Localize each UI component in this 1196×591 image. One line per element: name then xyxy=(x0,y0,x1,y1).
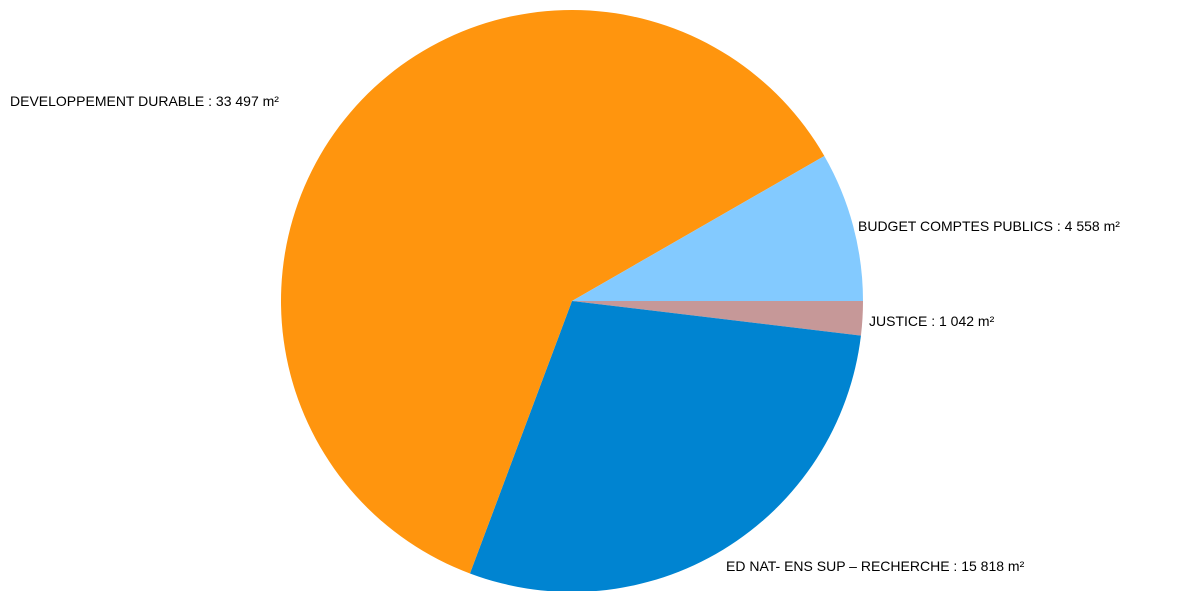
label-budget-comptes-publics: BUDGET COMPTES PUBLICS : 4 558 m² xyxy=(858,218,1120,234)
label-ed-nat: ED NAT- ENS SUP – RECHERCHE : 15 818 m² xyxy=(726,558,1025,574)
slice-developpement-durable xyxy=(280,10,825,574)
label-justice: JUSTICE : 1 042 m² xyxy=(869,313,995,329)
pie-slices xyxy=(280,10,864,591)
label-developpement-durable: DEVELOPPEMENT DURABLE : 33 497 m² xyxy=(10,93,279,109)
slice-ed-nat xyxy=(469,301,861,591)
slice-labels: JUSTICE : 1 042 m² ED NAT- ENS SUP – REC… xyxy=(10,93,1120,574)
slice-budget-comptes-publics xyxy=(572,156,863,301)
slice-justice xyxy=(572,301,864,336)
